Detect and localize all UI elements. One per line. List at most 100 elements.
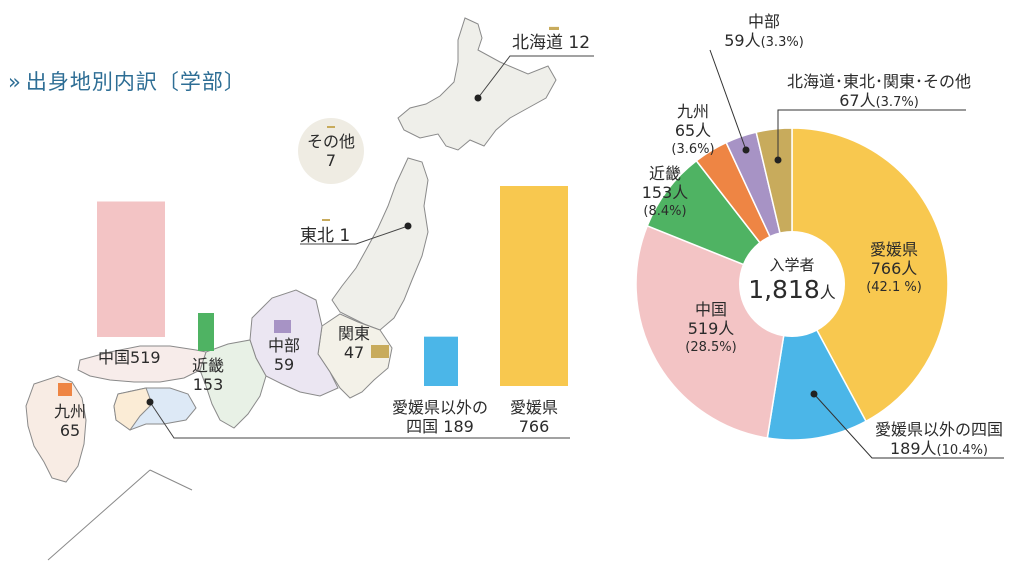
kinki-value: 153: [192, 375, 224, 394]
kyushu-value: 65: [59, 421, 81, 440]
pie-label-kinki: 近畿 153人 (8.4%): [636, 164, 694, 221]
pie-other-count: 67人: [839, 91, 876, 110]
pie-label-chubu: 中部 59人(3.3%): [712, 12, 816, 52]
japan-map: [25, 17, 557, 561]
label-ehime: 愛媛県 766: [500, 398, 568, 436]
label-shikoku: 愛媛県以外の 四国 189: [388, 398, 492, 436]
pie-slice-ehime: [791, 127, 949, 423]
shikoku-pie-dot: [810, 390, 818, 398]
label-kinki: 近畿 153: [186, 356, 230, 394]
other-pie-dot: [774, 156, 782, 164]
center-title: 入学者: [769, 256, 815, 274]
hokkaido-leader: [477, 55, 594, 99]
kanto-value: 47: [343, 343, 365, 362]
bar-shikoku: [424, 336, 458, 386]
chubu-name: 中部: [267, 336, 300, 355]
bar-hokkaido: [549, 26, 559, 30]
kinki-name: 近畿: [191, 356, 224, 375]
kanto-name: 関東: [337, 324, 370, 343]
page-title: » 出身地別内訳〔学部〕: [8, 66, 246, 96]
pie-other-pct: (3.7%): [875, 95, 919, 110]
shikoku-name-line1: 愛媛県以外の: [391, 398, 488, 417]
pie-other-name: 北海道･東北･関東･その他: [786, 72, 971, 91]
label-other: その他 7: [298, 132, 364, 170]
ehime-value: 766: [518, 417, 550, 436]
chugoku-value: 519: [130, 348, 161, 367]
shikoku-name-line2: 四国: [406, 417, 439, 436]
pie-shikoku-count: 189人: [890, 439, 937, 458]
hokkaido-value: 12: [568, 33, 591, 53]
map-connector-lines: [149, 55, 594, 439]
region-bars: [58, 26, 568, 396]
ehime-name: 愛媛県: [509, 398, 558, 417]
bar-chubu: [274, 320, 291, 333]
ehime-shape: [113, 387, 153, 431]
pie-kyushu-count: 65人: [674, 121, 712, 140]
pie-chugoku-pct: (28.5%): [685, 340, 737, 355]
pie-chugoku-count: 519人: [687, 319, 735, 338]
bar-kanto: [371, 345, 389, 358]
pie-kinki-name: 近畿: [648, 164, 681, 183]
other-leader: [777, 109, 966, 160]
other-value: 7: [325, 151, 337, 170]
title-chevron-icon: »: [8, 70, 22, 94]
pie-label-other: 北海道･東北･関東･その他 67人(3.7%): [784, 72, 974, 112]
chugoku-shape: [77, 345, 207, 383]
pie-dots: [742, 146, 818, 398]
bar-chugoku: [97, 201, 165, 337]
pie-kinki-pct: (8.4%): [643, 204, 687, 219]
pie-label-chugoku: 中国 519人 (28.5%): [676, 300, 746, 357]
pie-shikoku-name: 愛媛県以外の四国: [874, 420, 1003, 439]
pie-chubu-count: 59人: [724, 31, 761, 50]
shikoku-value: 189: [443, 417, 474, 436]
bar-other: [327, 126, 335, 128]
chubu-value: 59: [273, 355, 295, 374]
bar-kyushu: [58, 383, 72, 396]
hokkaido-name: 北海道: [512, 33, 563, 53]
kyushu-shape: [25, 375, 87, 483]
chubu-leader: [709, 49, 747, 151]
pie-leader-lines: [709, 49, 1004, 459]
pie-kinki-count: 153人: [641, 183, 689, 202]
shikoku-pie-leader: [813, 393, 1004, 459]
kinki-shape: [199, 339, 267, 429]
tohoku-dot: [404, 222, 412, 230]
pie-chubu-name: 中部: [747, 12, 780, 31]
pie-ehime-name: 愛媛県: [869, 240, 918, 259]
label-kanto: 関東 47: [332, 324, 376, 362]
pie-chugoku-name: 中国: [694, 300, 727, 319]
other-bubble: [298, 118, 364, 184]
label-tohoku: 東北 1: [300, 227, 350, 246]
center-unit: 人: [819, 283, 836, 302]
pie-label-ehime: 愛媛県 766人 (42.1 %): [852, 240, 936, 297]
bar-ehime: [500, 186, 568, 386]
bar-kinki: [198, 313, 214, 351]
pie-ehime-count: 766人: [870, 259, 918, 278]
bar-tohoku: [322, 219, 330, 221]
label-chugoku: 中国519: [98, 348, 161, 367]
pie-center-label: 入学者 1,818人: [742, 256, 842, 308]
chugoku-name: 中国: [98, 348, 131, 367]
label-chubu: 中部 59: [262, 336, 306, 374]
other-name: その他: [306, 132, 355, 151]
pie-label-kyushu: 九州 65人 (3.6%): [664, 102, 722, 159]
pie-kyushu-pct: (3.6%): [671, 142, 715, 157]
pie-shikoku-pct: (10.4%): [936, 443, 988, 458]
shikoku-dot: [146, 398, 154, 406]
map-dots: [146, 94, 482, 406]
center-value: 1,818: [748, 275, 820, 304]
tohoku-leader: [300, 225, 409, 245]
shikoku-leader: [149, 401, 570, 439]
pie-kyushu-name: 九州: [676, 102, 709, 121]
pie-ehime-pct: (42.1 %): [866, 280, 922, 295]
pie-center-hole: [739, 231, 845, 337]
label-hokkaido: 北海道 12: [512, 34, 590, 53]
tohoku-name: 東北: [300, 226, 334, 246]
tohoku-value: 1: [339, 226, 351, 246]
label-kyushu: 九州 65: [48, 402, 92, 440]
kyushu-name: 九州: [53, 402, 86, 421]
pie-chubu-pct: (3.3%): [760, 35, 804, 50]
chubu-pie-dot: [742, 146, 750, 154]
